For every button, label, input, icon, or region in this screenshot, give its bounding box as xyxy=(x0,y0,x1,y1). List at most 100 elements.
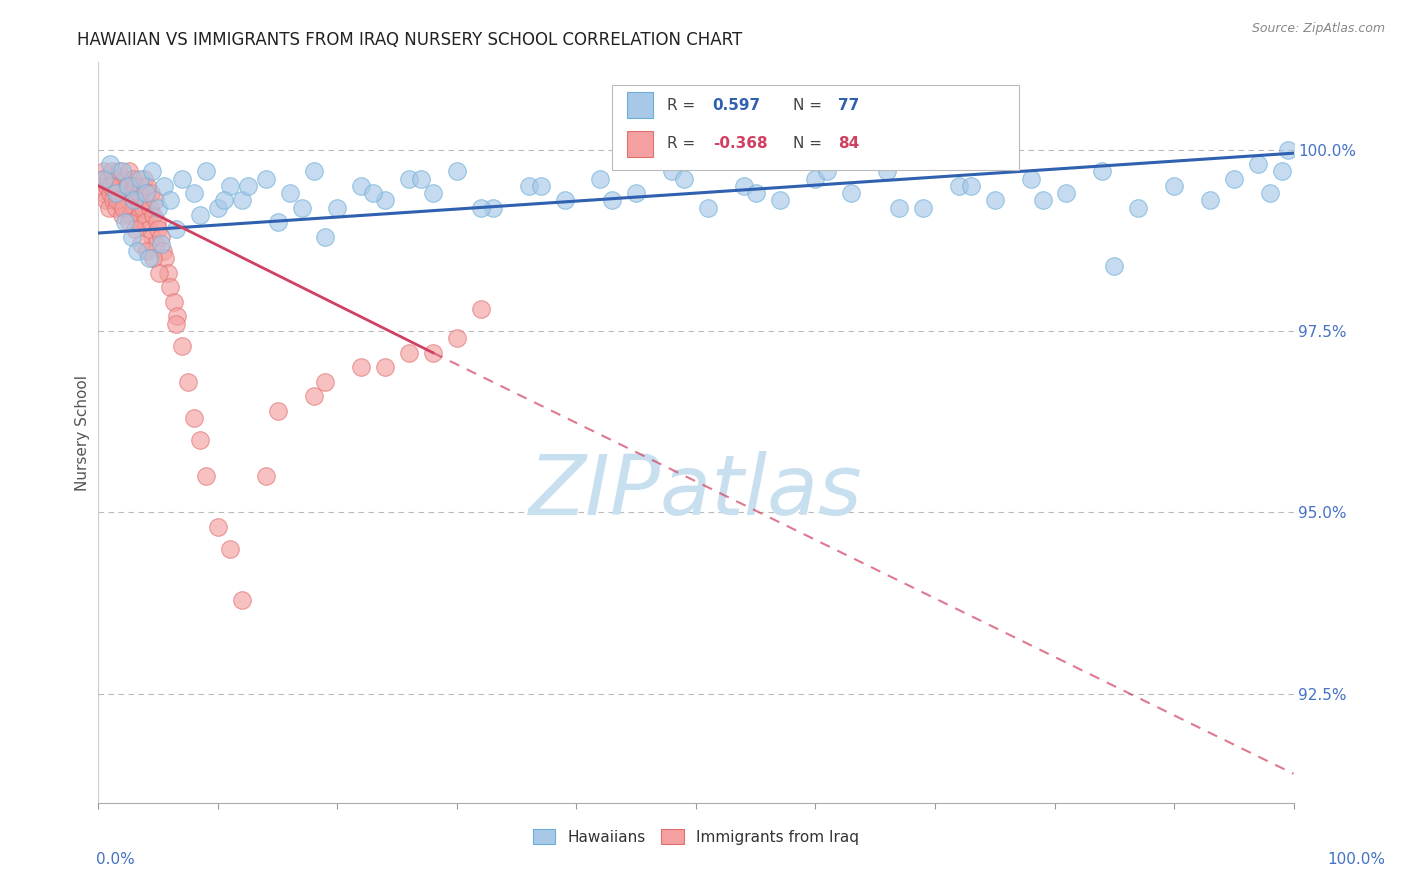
Point xyxy=(291,201,314,215)
Point xyxy=(132,171,155,186)
Point xyxy=(278,186,301,200)
Point xyxy=(136,178,159,193)
Point xyxy=(124,194,146,208)
Point xyxy=(912,201,935,215)
Point xyxy=(114,171,136,186)
Point xyxy=(143,194,166,208)
Point xyxy=(188,433,211,447)
Legend: Hawaiians, Immigrants from Iraq: Hawaiians, Immigrants from Iraq xyxy=(526,822,866,851)
Point xyxy=(139,186,162,200)
Point xyxy=(841,186,863,200)
Point xyxy=(1199,194,1222,208)
Point xyxy=(105,201,128,215)
Point xyxy=(219,178,242,193)
Point xyxy=(114,215,136,229)
Point xyxy=(602,194,624,208)
Point xyxy=(121,186,143,200)
Text: 100.0%: 100.0% xyxy=(1327,852,1385,867)
Point xyxy=(374,194,396,208)
Point xyxy=(110,178,132,193)
Point xyxy=(128,186,150,200)
Point xyxy=(117,194,139,208)
Point xyxy=(1247,157,1270,171)
Point xyxy=(482,201,505,215)
Point xyxy=(172,171,194,186)
Point xyxy=(254,469,277,483)
Point xyxy=(195,164,218,178)
Point xyxy=(141,229,163,244)
Point xyxy=(93,171,115,186)
Text: N =: N = xyxy=(793,98,827,113)
Point xyxy=(153,178,176,193)
Point xyxy=(101,194,124,208)
Text: R =: R = xyxy=(668,98,700,113)
Point xyxy=(817,164,839,178)
Point xyxy=(115,178,138,193)
Bar xyxy=(627,93,652,119)
Point xyxy=(124,178,146,193)
Point xyxy=(1056,186,1078,200)
Point xyxy=(984,194,1007,208)
Point xyxy=(115,201,138,215)
Point xyxy=(398,171,420,186)
Point xyxy=(470,201,492,215)
Point xyxy=(302,164,325,178)
Point xyxy=(118,164,141,178)
Bar xyxy=(627,131,652,157)
Point xyxy=(139,201,162,215)
Point xyxy=(673,171,696,186)
Text: 84: 84 xyxy=(838,136,859,152)
Point xyxy=(350,360,373,375)
Point xyxy=(129,171,152,186)
Point xyxy=(159,194,181,208)
Point xyxy=(148,201,170,215)
Point xyxy=(135,186,157,200)
Point xyxy=(165,317,187,331)
Point xyxy=(138,252,160,266)
Point xyxy=(149,236,172,251)
Point xyxy=(107,186,129,200)
Point xyxy=(142,208,165,222)
Point xyxy=(124,201,146,215)
Point xyxy=(1091,164,1114,178)
Text: ZIPatlas: ZIPatlas xyxy=(529,451,863,533)
Point xyxy=(129,236,152,251)
Point xyxy=(1032,194,1054,208)
Point xyxy=(554,194,576,208)
Point xyxy=(159,280,181,294)
Point xyxy=(155,252,177,266)
Point xyxy=(163,295,186,310)
Point xyxy=(1019,171,1042,186)
Point xyxy=(1128,201,1150,215)
Point xyxy=(124,222,146,236)
Text: 77: 77 xyxy=(838,98,859,113)
Point xyxy=(165,222,187,236)
Point xyxy=(172,338,194,352)
Text: Source: ZipAtlas.com: Source: ZipAtlas.com xyxy=(1251,22,1385,36)
Point xyxy=(93,164,115,178)
Point xyxy=(470,302,492,317)
Point xyxy=(152,244,174,259)
Point xyxy=(105,194,128,208)
Point xyxy=(122,171,145,186)
Point xyxy=(120,208,142,222)
Point xyxy=(326,201,349,215)
Point xyxy=(125,194,148,208)
Point xyxy=(108,194,131,208)
Point xyxy=(103,178,125,193)
Point xyxy=(94,194,117,208)
Point xyxy=(183,411,205,425)
Point xyxy=(315,375,337,389)
Text: 0.597: 0.597 xyxy=(713,98,761,113)
Point xyxy=(90,178,112,193)
Point xyxy=(125,244,148,259)
Point xyxy=(141,164,163,178)
Point xyxy=(91,171,114,186)
Point xyxy=(127,215,149,229)
Point xyxy=(131,201,153,215)
Text: 0.0%: 0.0% xyxy=(96,852,135,867)
Point xyxy=(446,164,468,178)
Point xyxy=(804,171,827,186)
Point xyxy=(177,375,200,389)
Point xyxy=(960,178,983,193)
